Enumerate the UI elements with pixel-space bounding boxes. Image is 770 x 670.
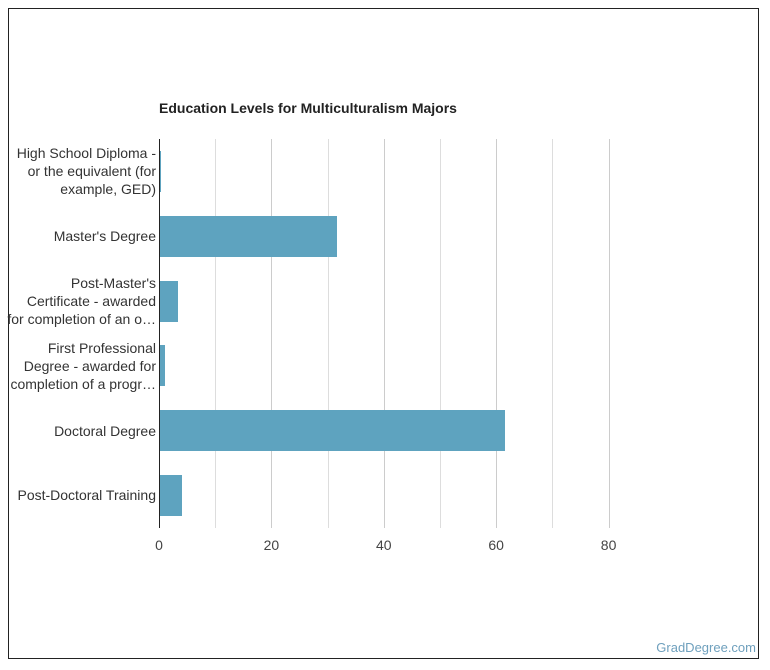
x-tick-label: 60 [488,537,504,553]
bar[interactable] [159,474,183,516]
category-label: First Professional Degree - awarded for co… [10,339,156,392]
gridline [608,139,610,528]
category-label: Master's Degree [53,228,156,245]
y-axis-line [159,139,160,528]
gridline [496,139,498,528]
gridline [271,139,273,528]
source-credit[interactable]: GradDegree.com [656,640,756,655]
gridline [440,139,441,528]
x-tick-label: 0 [155,537,163,553]
x-tick-label: 80 [600,537,617,553]
bar[interactable] [159,345,166,387]
category-label: Post-Master's Certificate - awarded for co… [7,275,156,327]
chart-title: Education Levels for Multiculturalism Ma… [159,100,457,116]
x-tick-label: 40 [376,537,392,553]
plot-area [159,139,719,528]
gridline [215,139,217,528]
gridline [383,139,385,528]
category-label: High School Diploma - or the equivalent (… [16,145,156,198]
chart-frame [8,8,759,659]
bar[interactable] [159,215,337,257]
bar[interactable] [159,280,179,322]
gridline [552,139,554,528]
gridline [327,139,329,528]
category-label: Doctoral Degree [54,422,156,439]
bar[interactable] [159,410,506,452]
x-tick-label: 20 [263,537,280,553]
category-label: Post-Doctoral Training [17,487,156,504]
